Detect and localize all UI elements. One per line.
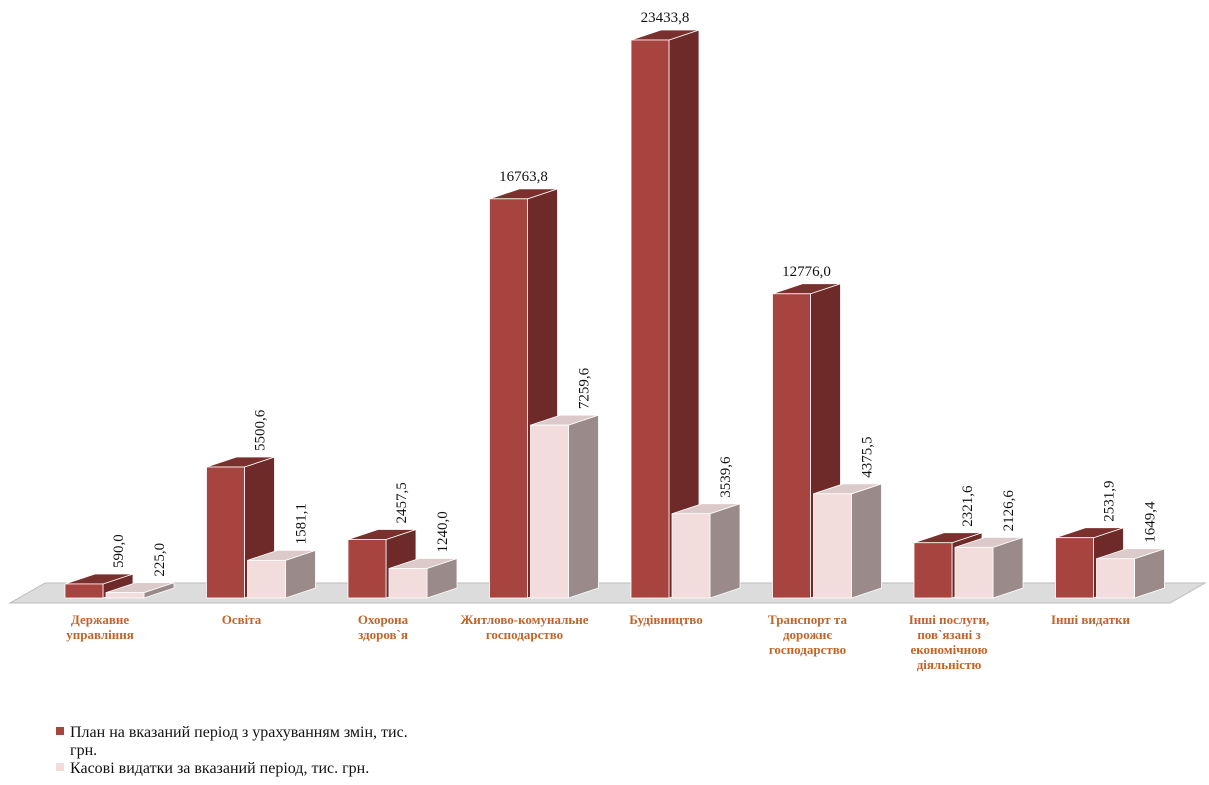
bar-front [671, 513, 711, 599]
bar-front [813, 493, 852, 599]
bar [813, 483, 882, 599]
bar [671, 503, 741, 599]
bar-front [247, 559, 286, 599]
bar [247, 549, 316, 599]
bar-front [105, 592, 145, 599]
value-label: 16763,8 [499, 169, 548, 185]
bar-front [347, 539, 387, 599]
x-tick-label: Державне управління [66, 612, 134, 642]
bar-front [1096, 558, 1135, 599]
bar [105, 582, 175, 599]
value-label: 1581,1 [294, 503, 310, 544]
legend-label: Касові видатки за вказаний період, тис. … [70, 760, 369, 777]
bar-front [1055, 537, 1094, 599]
legend-swatch [56, 763, 64, 771]
bar [1096, 548, 1165, 599]
bar-front [388, 568, 428, 599]
bar [530, 414, 599, 599]
bar-side [851, 483, 882, 599]
value-label: 590,0 [111, 534, 127, 568]
value-label: 23433,8 [641, 10, 690, 26]
bar-side [568, 414, 599, 599]
bar-front [913, 542, 953, 599]
x-tick-label: Житлово-комунальне господарство [460, 612, 588, 642]
bar [954, 536, 1024, 599]
bar [630, 29, 700, 599]
x-tick-label: Охорона здоров`я [358, 612, 409, 642]
legend-swatch [56, 727, 64, 735]
value-label: 2531,9 [1102, 480, 1118, 521]
value-label: 12776,0 [782, 264, 831, 280]
bar-front [772, 293, 811, 599]
x-tick-label: Інші послуги, пов`язані з економічною діяль… [909, 612, 990, 672]
bar-front [954, 546, 994, 599]
bar-front [489, 198, 528, 599]
bar-side [992, 536, 1024, 599]
value-label: 2126,6 [1001, 490, 1017, 532]
bar [388, 557, 458, 599]
value-label: 7259,6 [577, 367, 593, 409]
value-label: 225,0 [152, 543, 168, 577]
value-label: 2457,5 [394, 482, 410, 523]
bar-front [630, 39, 670, 599]
value-label: 1240,0 [435, 511, 451, 552]
value-label: 4375,5 [860, 437, 876, 478]
x-tick-label: Освіта [222, 612, 262, 627]
x-tick-label: Будівництво [629, 612, 702, 627]
bar-front [64, 583, 104, 599]
bar-front [530, 424, 569, 599]
value-label: 1649,4 [1143, 501, 1159, 543]
value-label: 5500,6 [253, 409, 269, 451]
x-tick-label: Транспорт та дорожнє господарство [768, 612, 847, 657]
legend-label: План на вказаний період з урахуванням зм… [70, 724, 408, 759]
bar [772, 283, 841, 599]
bar-side [709, 503, 741, 599]
value-label: 3539,6 [718, 456, 734, 498]
bar-front [206, 466, 245, 599]
value-label: 2321,6 [960, 485, 976, 527]
x-tick-label: Інші видатки [1051, 612, 1131, 627]
floor [8, 582, 1207, 604]
